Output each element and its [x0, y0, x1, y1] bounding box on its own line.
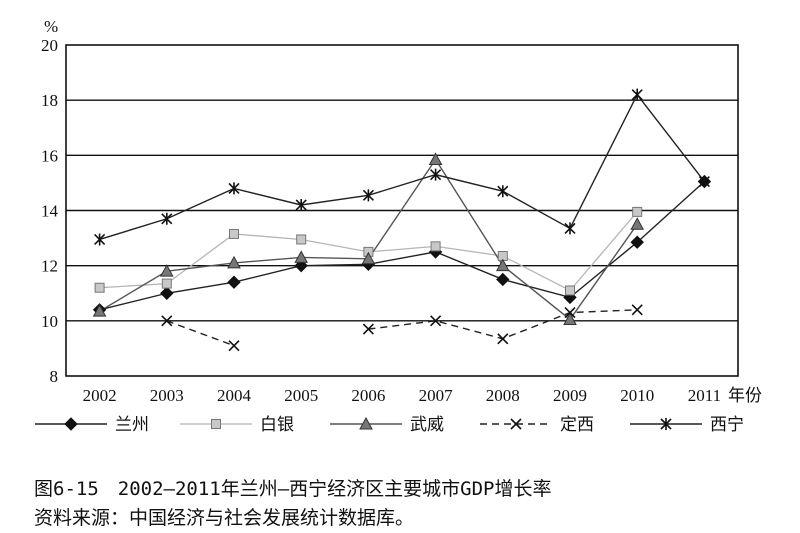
- data-point: [698, 175, 710, 188]
- y-tick-label: 10: [41, 312, 58, 331]
- x-tick-label: 2009: [553, 386, 587, 405]
- data-point: [630, 217, 645, 230]
- legend-entry: 定西: [480, 415, 594, 435]
- series-line: [368, 309, 638, 340]
- x-tick-label: 2004: [217, 386, 252, 405]
- data-point: [228, 182, 240, 195]
- data-point: [430, 241, 441, 252]
- data-point: [563, 312, 577, 325]
- y-axis-label: %: [44, 17, 58, 36]
- data-point: [362, 189, 374, 202]
- data-point: [295, 198, 307, 211]
- grid-lines: [66, 99, 738, 322]
- legend-entry: 白银: [180, 415, 294, 435]
- data-point: [496, 272, 510, 287]
- data-point: [630, 235, 644, 249]
- data-point: [430, 168, 442, 181]
- legend-marker: [64, 417, 78, 431]
- legend-entry: 西宁: [630, 415, 744, 435]
- x-axis-ticks: 2002 2003 2004 2005 2006 2007 2008 2009 2010 2011: [83, 386, 721, 405]
- data-point: [161, 278, 172, 289]
- x-tick-label: 2008: [486, 386, 520, 405]
- series-line: [166, 320, 235, 347]
- x-tick-label: 2005: [284, 386, 318, 405]
- y-tick-label: 16: [41, 146, 58, 165]
- data-point: [428, 152, 443, 165]
- legend-entry: 兰州: [35, 415, 149, 435]
- data-point: [362, 323, 374, 335]
- series-line: [99, 181, 705, 311]
- legend-label: 白银: [260, 415, 294, 435]
- x-axis-label: 年份: [728, 386, 762, 406]
- data-point: [497, 333, 509, 345]
- data-point: [497, 185, 509, 198]
- data-point: [229, 228, 239, 239]
- x-tick-label: 2002: [83, 386, 117, 405]
- data-point: [631, 88, 643, 101]
- data-point: [430, 315, 442, 327]
- series-line: [99, 93, 705, 241]
- data-point: [160, 286, 174, 300]
- data-point: [564, 306, 576, 319]
- legend-marker: [359, 416, 373, 430]
- figure-source: 资料来源：中国经济与社会发展统计数据库。: [34, 507, 415, 529]
- data-point: [161, 212, 173, 225]
- x-tick-label: 2010: [620, 386, 654, 405]
- legend-marker: [211, 419, 221, 429]
- data-point: [564, 222, 576, 235]
- legend-entry: 武威: [330, 415, 444, 435]
- data-point: [565, 285, 575, 296]
- data-point: [159, 264, 174, 277]
- data-point: [495, 258, 510, 272]
- figure-caption: 图6-15 2002—2011年兰州—西宁经济区主要城市GDP增长率: [34, 478, 552, 500]
- data-point: [228, 340, 240, 352]
- data-point: [94, 282, 105, 293]
- legend-label: 西宁: [710, 415, 744, 435]
- data-point: [361, 251, 376, 265]
- data-point: [296, 234, 307, 245]
- x-tick-label: 2006: [351, 386, 385, 405]
- data-point: [94, 233, 106, 246]
- legend-marker: [510, 418, 522, 430]
- legend-label: 武威: [410, 415, 444, 435]
- x-tick-label: 2011: [688, 386, 721, 405]
- legend-label: 定西: [560, 415, 594, 435]
- y-tick-label: 14: [41, 202, 59, 221]
- series-lines: [99, 93, 705, 347]
- y-tick-label: 12: [41, 257, 58, 276]
- y-tick-label: 20: [41, 36, 58, 55]
- legend: 兰州 白银 武威 定西 西宁: [35, 415, 744, 435]
- x-tick-label: 2007: [419, 386, 454, 405]
- series-line: [99, 158, 638, 321]
- data-point: [294, 250, 309, 263]
- data-point: [227, 275, 241, 289]
- data-point: [632, 206, 643, 217]
- y-tick-label: 18: [41, 91, 58, 110]
- y-axis-ticks: 8 10 12 14 16 18 20: [41, 36, 59, 386]
- legend-label: 兰州: [115, 415, 149, 435]
- series-markers: [92, 88, 712, 352]
- x-tick-label: 2003: [150, 386, 184, 405]
- data-point: [227, 255, 241, 269]
- y-tick-label: 8: [50, 367, 59, 386]
- data-point: [161, 315, 173, 327]
- data-point: [631, 304, 643, 316]
- plot-frame: [65, 44, 739, 377]
- data-point: [92, 304, 107, 317]
- legend-marker: [660, 418, 672, 430]
